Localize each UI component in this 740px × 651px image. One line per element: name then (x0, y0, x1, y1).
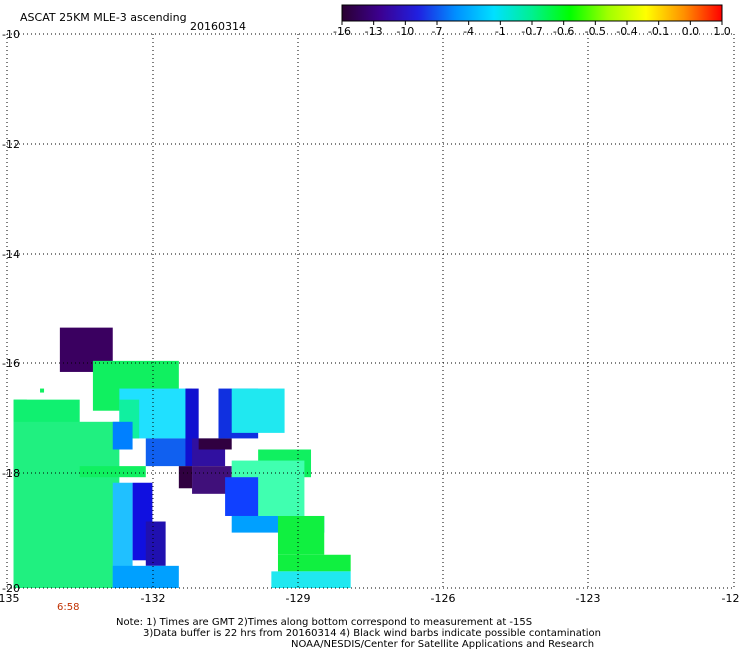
data-cell-4 (13, 399, 27, 422)
data-cell-25 (112, 482, 133, 588)
colorbar-label-8: -0.5 (585, 25, 606, 38)
data-cell-15 (178, 466, 193, 489)
data-cell-20 (225, 477, 259, 516)
data-cell-2 (40, 388, 45, 393)
colorbar-label-4: -4 (463, 25, 474, 38)
note-line-1: Note: 1) Times are GMT 2)Times along bot… (116, 617, 533, 628)
data-cell-9 (112, 421, 133, 450)
colorbar-bar (341, 4, 723, 22)
data-cell-17 (231, 388, 285, 433)
x-tick-label-5: -124 (722, 592, 740, 605)
y-tick-label-4: -18 (2, 467, 20, 480)
colorbar-label-11: 0.0 (682, 25, 700, 38)
data-cell-23 (277, 554, 351, 572)
data-cell-6 (79, 466, 146, 478)
data-cell-5 (13, 421, 120, 588)
colorbar-label-12: 1.0 (713, 25, 731, 38)
data-cell-28 (271, 571, 351, 588)
y-tick-label-3: -16 (2, 357, 20, 370)
note-line-2: 3)Data buffer is 22 hrs from 20160314 4)… (143, 628, 601, 639)
data-cell-27 (112, 565, 179, 588)
colorbar-label-10: -0.1 (648, 25, 669, 38)
data-cells (13, 327, 351, 588)
x-tick-label-0: -135 (0, 592, 19, 605)
y-tick-label-2: -14 (2, 248, 20, 261)
note-line-3: NOAA/NESDIS/Center for Satellite Applica… (291, 639, 595, 650)
data-cell-13 (198, 438, 232, 450)
y-tick-label-0: -10 (2, 28, 20, 41)
colorbar-label-9: -0.4 (616, 25, 637, 38)
y-tick-label-5: -20 (2, 582, 20, 595)
grid-lines (6, 33, 735, 589)
data-cell-22 (277, 515, 325, 555)
chart-date: 20160314 (190, 20, 246, 33)
colorbar-label-0: -16 (333, 25, 351, 38)
colorbar-label-7: -0.6 (553, 25, 574, 38)
colorbar-label-1: -13 (365, 25, 383, 38)
x-tick-label-1: -132 (141, 592, 166, 605)
x-tick-label-4: -123 (576, 592, 601, 605)
axis-ticks: -135 -132 -129 -126 -123 -124 -10 -12 -14 -16 -18 -… (0, 28, 740, 605)
colorbar-label-2: -10 (396, 25, 414, 38)
colorbar-label-6: -0.7 (521, 25, 542, 38)
colorbar-label-3: -7 (432, 25, 443, 38)
time-label: 6:58 (57, 602, 79, 613)
x-tick-label-2: -129 (286, 592, 311, 605)
chart-title: ASCAT 25KM MLE-3 ascending (20, 11, 187, 24)
y-tick-label-1: -12 (2, 138, 20, 151)
data-cell-10 (145, 438, 193, 467)
colorbar: -16 -13 -10 -7 -4 -1 -0.7 -0.6 -0.5 -0.4 -0.1 0.0 1.… (333, 4, 731, 38)
x-tick-label-3: -126 (431, 592, 456, 605)
colorbar-label-5: -1 (495, 25, 506, 38)
data-cell-26 (145, 521, 166, 566)
